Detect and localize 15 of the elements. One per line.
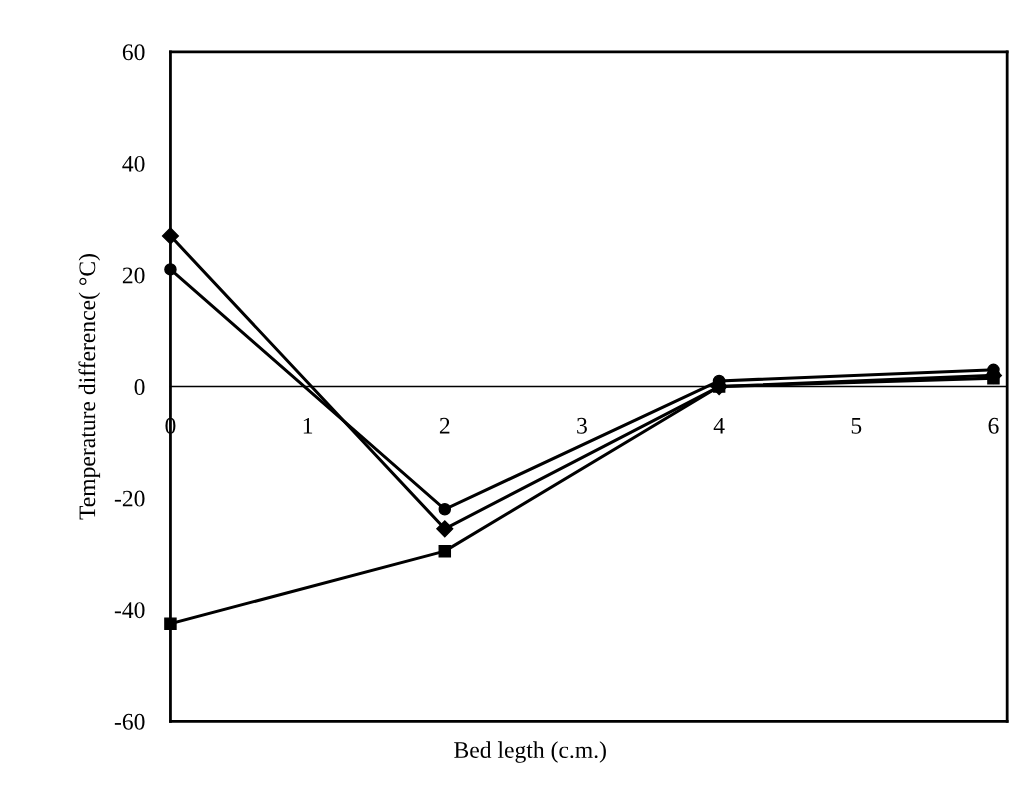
y-tick-label: -20 [114, 490, 145, 507]
x-tick-label: 5 [851, 418, 862, 434]
x-tick-label: 3 [577, 417, 587, 434]
y-tick-label: 20 [122, 267, 145, 284]
y-tick-label: -60 [114, 713, 145, 730]
x-tick-label: 6 [988, 417, 999, 434]
x-tick-label: 1 [303, 417, 313, 434]
y-tick-label: 40 [122, 155, 145, 172]
x-axis-title: Bed legth (c.m.) [454, 741, 606, 763]
y-tick-label: 60 [122, 44, 145, 61]
y-axis-title: Temperature difference( °C) [78, 254, 101, 520]
y-tick-label: 0 [134, 379, 145, 395]
x-tick-label: 4 [713, 417, 725, 434]
x-tick-label: 2 [439, 417, 450, 434]
y-tick-label: -40 [114, 602, 145, 619]
